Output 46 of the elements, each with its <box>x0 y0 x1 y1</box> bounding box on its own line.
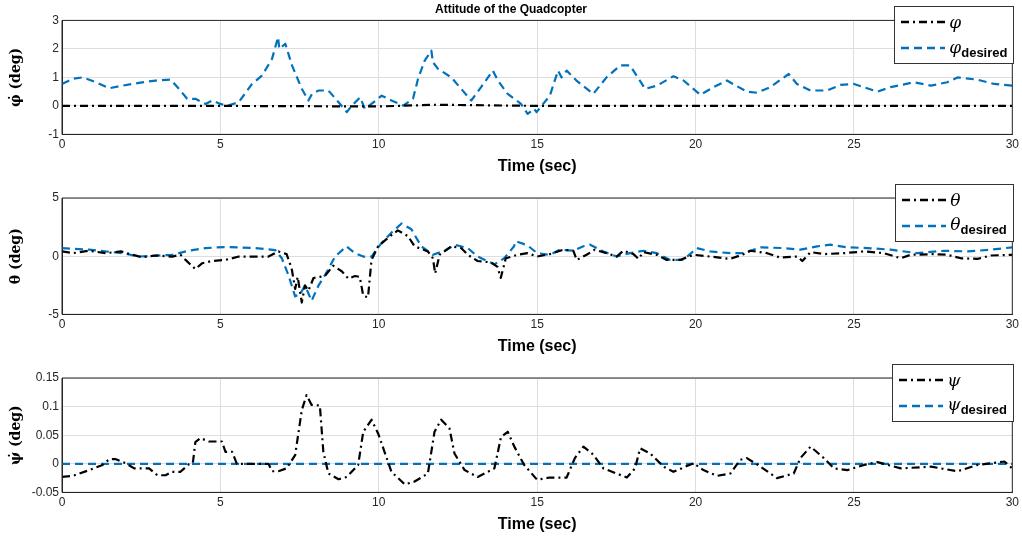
y-tick-label: 1 <box>52 69 60 84</box>
x-tick-label: 25 <box>847 494 861 509</box>
x-axis-title: Time (sec) <box>497 156 577 174</box>
y-tick-label: 0 <box>52 248 60 263</box>
x-tick-label: 5 <box>217 316 225 331</box>
x-axis-title: Time (sec) <box>497 514 577 532</box>
legend-label: ψ <box>947 370 961 390</box>
y-tick-label: 0 <box>52 456 60 471</box>
x-tick-label: 30 <box>1005 316 1020 331</box>
chart-title: Attitude of the Quadcopter <box>435 1 588 16</box>
y-tick-label: 3 <box>52 12 60 27</box>
legend-label: θ$_{desired}$ <box>950 214 1007 238</box>
x-tick-label: 30 <box>1005 494 1020 509</box>
x-tick-label: 10 <box>372 494 386 509</box>
x-tick-label: 20 <box>688 136 703 151</box>
y-axis-title: θ (deg) <box>7 228 24 285</box>
x-tick-label: 15 <box>530 136 545 151</box>
x-tick-label: 25 <box>847 316 861 331</box>
y-tick-label: -0.05 <box>31 484 60 499</box>
x-tick-label: 5 <box>217 494 225 509</box>
legend-label: ψ$_{desired}$ <box>947 394 1007 418</box>
x-tick-label: 20 <box>688 316 703 331</box>
y-tick-label: 0.1 <box>42 398 60 413</box>
legend-label: φ$_{desired}$ <box>949 36 1008 61</box>
x-tick-label: 25 <box>847 136 861 151</box>
x-tick-label: 10 <box>372 136 386 151</box>
y-tick-label: 5 <box>52 190 60 205</box>
x-tick-label: 15 <box>530 494 545 509</box>
y-tick-label: -5 <box>48 306 60 321</box>
y-axis-title: ψ̇ (deg) <box>7 405 24 466</box>
y-tick-label: 0 <box>52 98 60 113</box>
y-axis-title: φ̇ (deg) <box>7 47 24 108</box>
x-tick-label: 10 <box>372 316 386 331</box>
line-series <box>62 394 1013 486</box>
y-tick-label: 2 <box>52 41 60 56</box>
legend-label: θ <box>950 190 961 210</box>
line-series <box>62 36 1013 115</box>
y-tick-label: 0.15 <box>35 370 60 385</box>
x-tick-label: 5 <box>217 136 225 151</box>
legend-label: φ <box>949 12 962 33</box>
x-tick-label: 15 <box>530 316 545 331</box>
y-tick-label: 0.05 <box>35 427 60 442</box>
x-tick-label: 20 <box>688 494 703 509</box>
x-axis-title: Time (sec) <box>497 336 577 354</box>
x-tick-label: 30 <box>1005 136 1020 151</box>
y-tick-label: -1 <box>48 126 60 141</box>
